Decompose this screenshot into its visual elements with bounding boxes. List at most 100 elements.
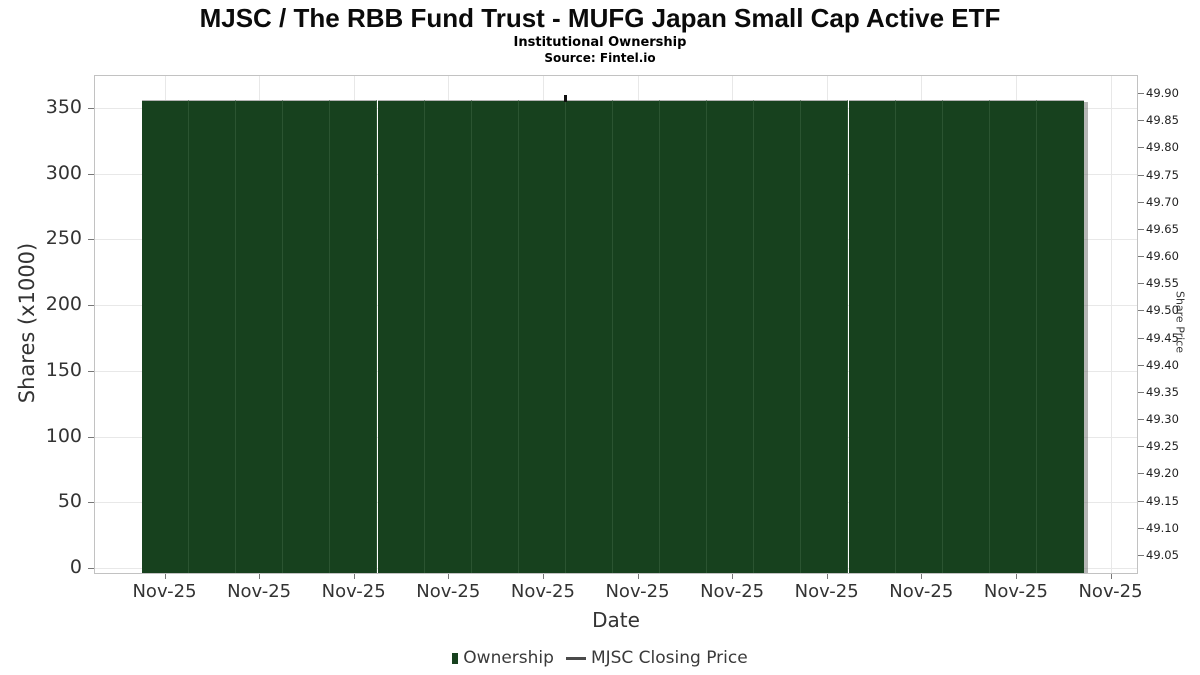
ownership-bar[interactable] [189,100,237,573]
x-tick-label: Nov-25 [605,581,670,602]
left-tick-label: 350 [45,96,82,118]
right-tick-label: 49.20 [1146,466,1179,481]
right-tick-mark [1138,555,1144,556]
left-tick-mark [88,370,94,372]
right-tick-mark [1138,391,1144,393]
legend-item-ownership[interactable]: Ownership [452,648,554,668]
left-tick-mark [88,108,94,109]
x-tick-label: Nov-25 [983,581,1048,602]
left-tick-label: 150 [45,358,82,381]
ownership-bar[interactable] [660,100,708,573]
left-tick-mark [88,568,94,569]
bar-block-shadow [1084,102,1088,573]
x-tick-label: Nov-25 [700,581,765,602]
ownership-bar[interactable] [236,100,284,573]
closing-price-point[interactable] [564,94,568,102]
chart-source: Source: Fintel.io [544,51,656,65]
right-tick-mark [1138,500,1144,502]
right-tick-label: 49.60 [1146,249,1179,264]
x-tick-label: Nov-25 [510,581,575,602]
ownership-bar[interactable] [895,100,943,573]
right-tick-label: 49.90 [1146,86,1179,100]
right-tick-mark [1138,364,1144,366]
x-tick-label: Nov-25 [889,581,954,602]
left-tick-label: 50 [57,490,82,513]
ownership-bar[interactable] [801,100,849,573]
right-tick-label: 49.30 [1146,412,1179,427]
ownership-bar[interactable] [989,100,1037,573]
x-tick-label: Nov-25 [227,581,292,602]
right-tick-label: 49.25 [1146,439,1179,454]
x-tick-mark [353,574,355,579]
ownership-bar[interactable] [848,100,896,573]
ownership-bar[interactable] [377,100,425,573]
ownership-bar[interactable] [330,100,378,573]
left-tick-mark [88,239,94,241]
x-tick-mark [542,574,544,579]
chart-title: MJSC / The RBB Fund Trust - MUFG Japan S… [199,3,1001,33]
left-tick-label: 100 [45,424,82,447]
right-tick-mark [1138,337,1144,339]
x-tick-mark [1015,574,1017,579]
left-tick-label: 250 [45,227,82,250]
x-tick-mark [637,574,639,579]
right-tick-mark [1138,419,1144,421]
x-axis-title: Date [592,608,640,632]
right-tick-label: 49.75 [1146,167,1179,182]
x-tick-label: Nov-25 [794,581,859,602]
ownership-bar[interactable] [518,100,566,573]
right-tick-mark [1138,527,1144,529]
left-tick-label: 200 [45,293,82,316]
x-tick-label: Nov-25 [132,581,197,602]
ownership-bar[interactable] [565,100,613,573]
right-tick-mark [1138,310,1144,312]
v-gridline [1110,76,1112,573]
x-tick-label: Nov-25 [321,581,386,602]
x-tick-mark [164,574,166,579]
ownership-bar[interactable] [424,100,472,573]
left-tick-mark [88,502,94,504]
left-tick-label: 0 [69,556,82,578]
right-tick-label: 49.35 [1146,384,1179,399]
x-tick-mark [259,574,261,579]
ownership-bar[interactable] [613,100,661,573]
right-tick-label: 49.10 [1146,520,1179,535]
left-tick-mark [88,305,94,307]
right-tick-label: 49.40 [1146,357,1179,372]
ownership-bar[interactable] [1036,100,1084,573]
left-tick-mark [88,173,94,175]
x-tick-mark [448,574,450,579]
legend-label: MJSC Closing Price [590,648,748,668]
right-tick-label: 49.80 [1146,140,1179,155]
ownership-bar[interactable] [942,100,990,573]
right-tick-label: 49.15 [1146,493,1179,508]
x-tick-mark [1110,574,1112,579]
right-tick-mark [1138,473,1144,475]
left-tick-mark [88,436,94,438]
legend-square-swatch [452,652,459,664]
x-tick-mark [732,574,734,579]
ownership-bar[interactable] [754,100,802,573]
plot-area[interactable] [94,75,1138,574]
right-tick-mark [1138,228,1144,230]
x-tick-label: Nov-25 [416,581,481,602]
ownership-bar[interactable] [142,100,190,573]
legend-label: Ownership [463,648,554,668]
ownership-bar[interactable] [283,100,331,573]
right-tick-mark [1138,446,1144,448]
ownership-bar[interactable] [707,100,755,573]
x-tick-mark [921,574,923,579]
ownership-bar[interactable] [471,100,519,573]
right-tick-label: 49.05 [1146,548,1179,562]
right-tick-label: 49.85 [1146,113,1179,128]
right-tick-mark [1138,174,1144,176]
legend-item-mjsc-closing-price[interactable]: MJSC Closing Price [565,648,748,668]
chart-subtitle: Institutional Ownership [513,35,687,50]
right-tick-mark [1138,147,1144,149]
right-tick-label: 49.50 [1146,303,1179,318]
right-tick-label: 49.65 [1146,221,1179,236]
left-tick-label: 300 [45,161,82,184]
right-tick-mark [1138,283,1144,285]
right-tick-label: 49.55 [1146,276,1179,291]
